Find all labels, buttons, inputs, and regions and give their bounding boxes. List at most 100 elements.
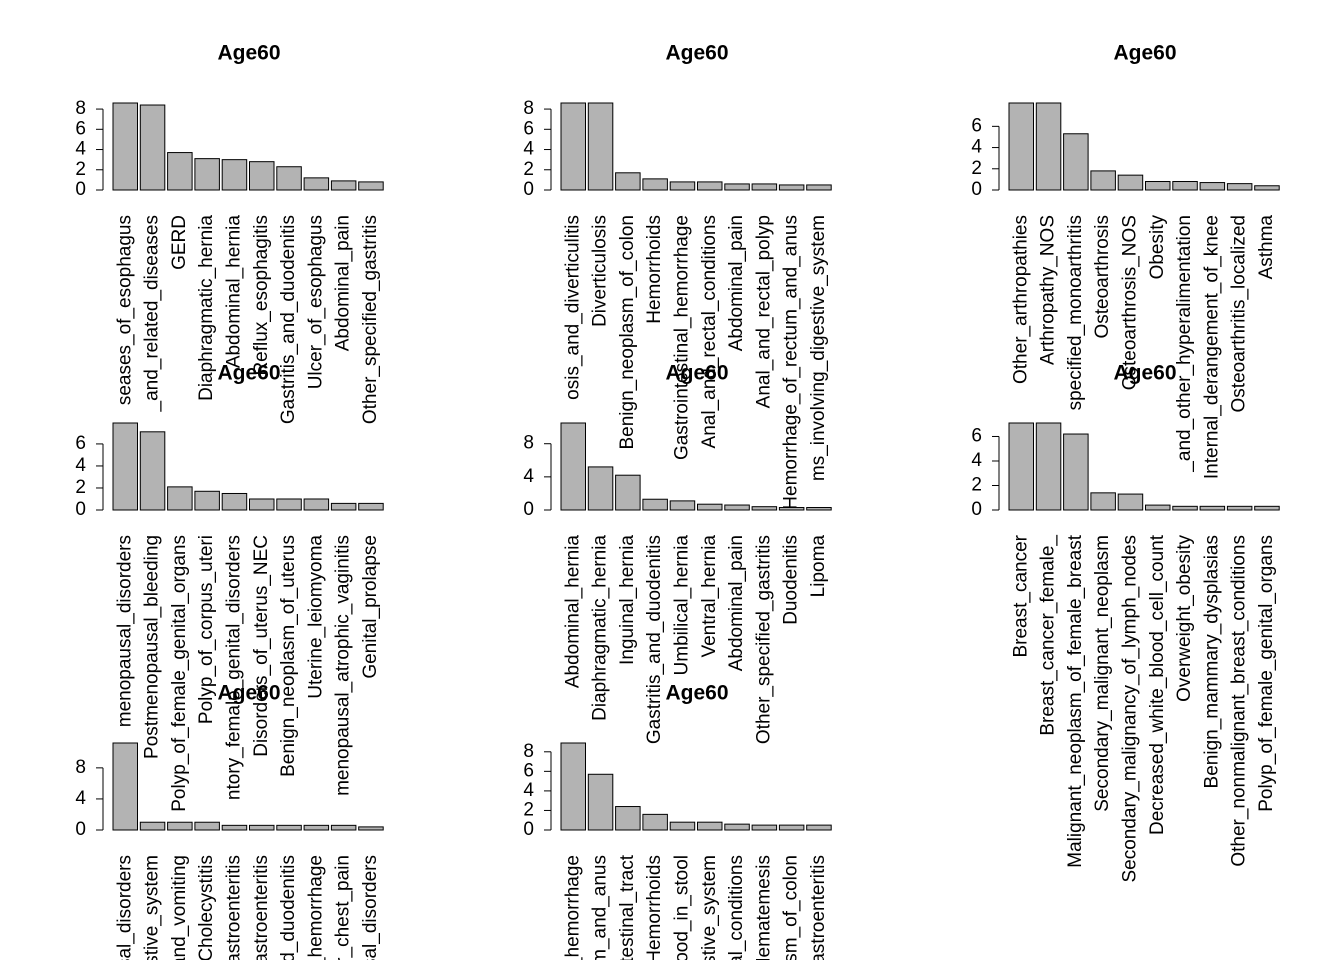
x-tick-label: Hematemesis (753, 855, 774, 960)
bar-chart-panel: Age60 0 2 4 6 Breast_cancer Breast_cancer_fema… (971, 362, 1280, 883)
x-tick-label: Other_chest_pain (333, 855, 354, 960)
y-tick-label: 2 (523, 159, 534, 180)
y-tick-label: 2 (971, 475, 982, 496)
x-tick-label: Umbilical_hernia (671, 535, 692, 676)
x-tick-label: Abdominal_hernia (562, 535, 583, 689)
x-tick-label: Secondary_malignant_neoplasm (1092, 535, 1113, 812)
x-tick-label: menopausal_disorders (114, 535, 135, 727)
chart-title: Age60 (217, 682, 280, 705)
bar (778, 507, 805, 511)
y-tick-label: 6 (75, 118, 86, 139)
bar (303, 498, 330, 511)
x-tick-label: Lipoma (808, 535, 829, 598)
bar (1226, 505, 1253, 511)
chart-title: Age60 (1113, 42, 1176, 65)
bar (330, 180, 357, 191)
bar (1090, 170, 1116, 191)
bar (249, 498, 275, 511)
bar (806, 507, 832, 511)
chart-title: Age60 (1113, 362, 1176, 385)
x-tick-label: Ventral_hernia (699, 535, 720, 658)
bar (697, 181, 723, 191)
bar-chart-panel: Age60 0 4 8 Abdominal_hernia Diaphragmatic_he… (523, 362, 832, 744)
x-tick-label: Uterine_leiomyoma (305, 535, 326, 699)
bar (303, 824, 330, 831)
bar (221, 824, 248, 831)
x-tick-label: Diverticulosis (590, 215, 611, 327)
x-tick-label: Hemorrhoids (644, 855, 665, 960)
bar (669, 181, 696, 191)
bar (358, 826, 384, 831)
x-tick-label: Abdominal_pain (333, 215, 354, 351)
bar (1063, 433, 1089, 511)
bar (1035, 102, 1062, 191)
x-tick-label: Arthropathy_NOS (1038, 215, 1059, 365)
x-tick-label: Gastrointestinal_hemorrhage (305, 855, 326, 960)
x-tick-label: Secondary_malignancy_of_lymph_nodes (1119, 535, 1140, 883)
y-tick-label: 4 (971, 137, 982, 158)
bar (560, 102, 586, 191)
x-tick-label: Gastritis_and_duodenitis (278, 855, 299, 960)
x-tick-label: Asthma (1256, 215, 1277, 280)
bar (751, 506, 778, 511)
x-tick-label: Ulcer_of_esophagus (305, 215, 326, 389)
bar (167, 821, 193, 831)
x-tick-label: Disorders_of_uterus_NEC (251, 535, 272, 757)
bar (1254, 505, 1280, 511)
y-tick-label: 2 (971, 158, 982, 179)
y-tick-label: 8 (75, 757, 86, 778)
bar (697, 821, 723, 831)
x-tick-label: Obesity (1147, 215, 1168, 280)
x-tick-label: Duodenitis (781, 535, 802, 625)
bar (615, 806, 641, 831)
chart-title: Age60 (665, 682, 728, 705)
bar (194, 158, 220, 191)
x-tick-label: Abdominal_hernia (223, 215, 244, 369)
x-tick-label: Benign_neoplasm_of_uterus (278, 535, 299, 777)
bar (330, 502, 357, 511)
x-tick-label: Hemorrhage_of_gastrointestinal_tract (617, 854, 638, 960)
x-tick-label: Benign_neoplasm_of_colon (617, 215, 638, 450)
x-tick-label: Symptoms_involving_digestive_system (699, 855, 720, 960)
bar-chart-panel: Age60 0 4 8 Menopausal_disorders Symptoms_inv… (75, 682, 384, 960)
bar (221, 159, 248, 191)
x-tick-label: Genital_prolapse (360, 535, 381, 679)
bar (1008, 102, 1034, 191)
x-tick-label: Breast_cancer_female_ (1038, 535, 1059, 736)
y-tick-label: 8 (523, 433, 534, 454)
x-tick-label: Hemorrhage_of_rectum_and_anus (590, 855, 611, 960)
x-tick-label: Anal_and_rectal_polyp (753, 215, 774, 408)
y-tick-label: 0 (971, 499, 982, 520)
x-tick-label: Other_specified_gastritis (753, 535, 774, 744)
bar (1172, 181, 1198, 191)
bar (778, 184, 805, 191)
x-tick-label: Gastritis_and_duodenitis (278, 215, 299, 424)
x-tick-label: Anal_and_rectal_conditions (726, 855, 747, 960)
x-tick-label: Reflux_esophagitis (251, 215, 272, 376)
x-tick-label: Gastrointestinal_hemorrhage (671, 215, 692, 460)
x-tick-label: Symptoms_involving_digestive_system (142, 855, 163, 960)
bar (112, 742, 138, 831)
x-tick-label: Benign_mammary_dysplasias (1201, 535, 1222, 788)
bar (112, 102, 138, 191)
bar (587, 773, 614, 831)
bar (1117, 174, 1144, 191)
y-tick-label: 8 (523, 98, 534, 119)
bar (642, 178, 668, 191)
x-tick-label: Polyp_of_female_genital_organs (169, 535, 190, 812)
bar (358, 502, 384, 511)
y-tick-label: 4 (523, 466, 534, 487)
x-tick-label: Decreased_white_blood_cell_count (1147, 534, 1168, 835)
y-tick-label: 2 (75, 159, 86, 180)
x-tick-label: Blood_in_stool (671, 855, 692, 960)
bar (139, 821, 166, 831)
x-tick-label: ms_involving_digestive_system (808, 215, 829, 481)
x-tick-label: Anal_and_rectal_conditions (699, 215, 720, 448)
bar (615, 474, 641, 511)
y-tick-label: 0 (75, 819, 86, 840)
x-tick-label: Hemorrhage_of_rectum_and_anus (781, 215, 802, 510)
bar (1199, 182, 1226, 191)
bar (751, 183, 778, 191)
